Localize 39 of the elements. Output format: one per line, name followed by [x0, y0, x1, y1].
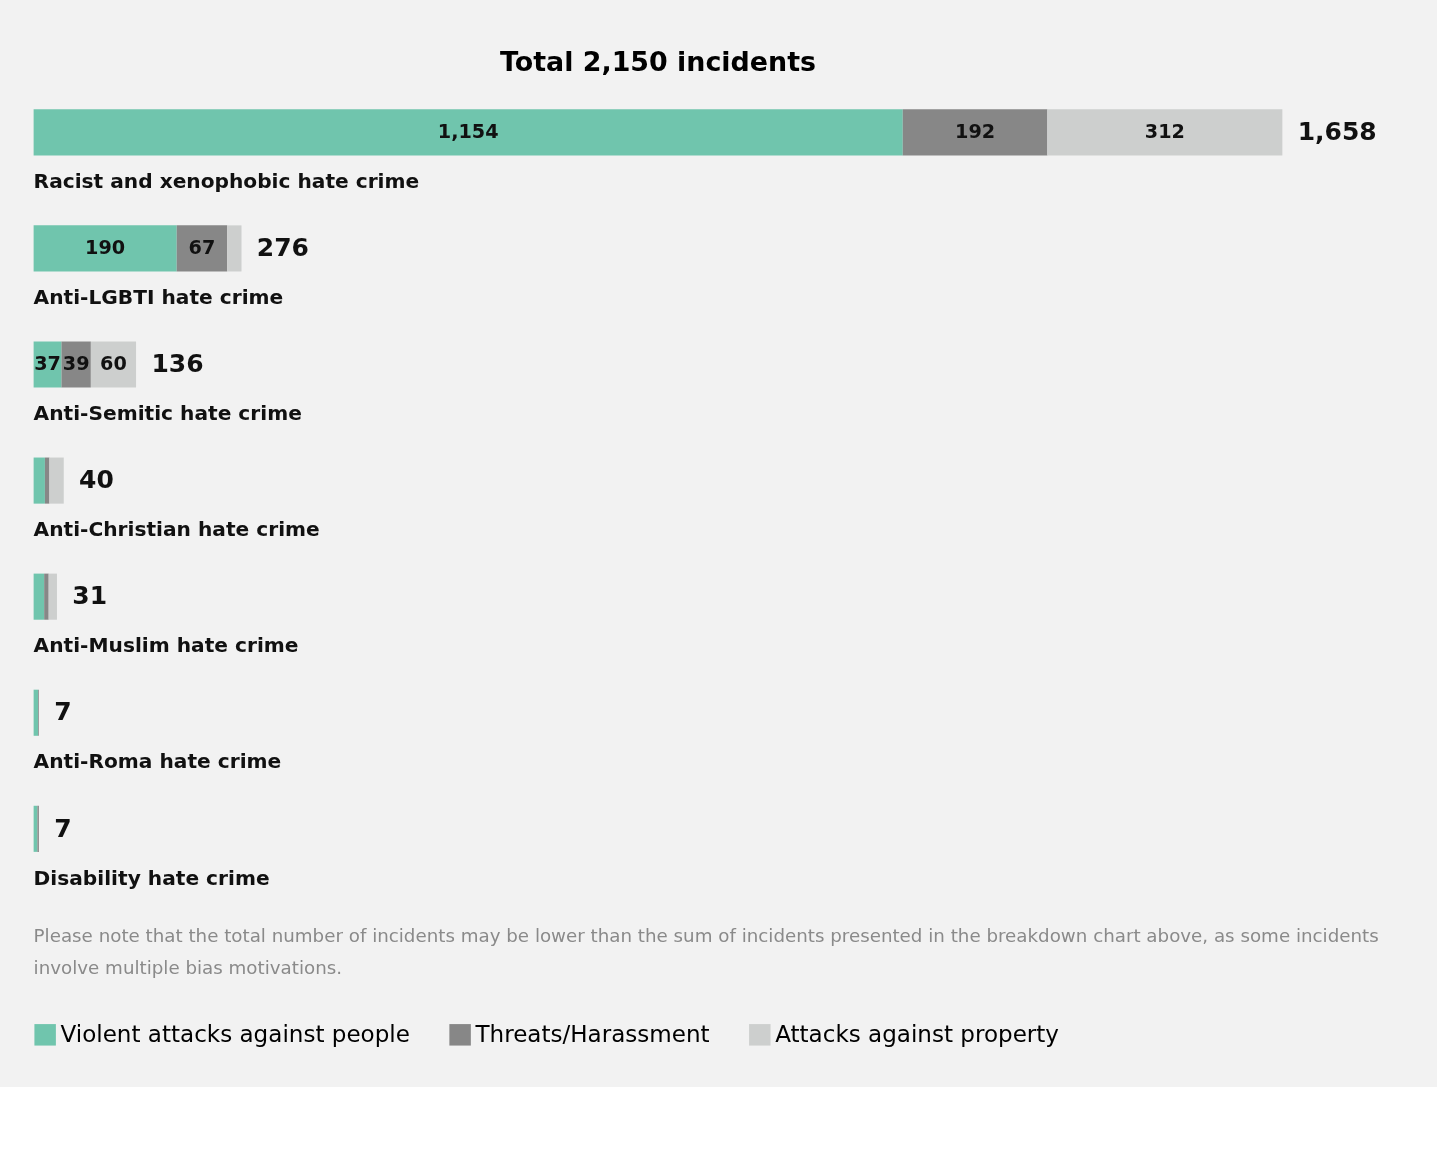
data-label: 37 [34, 352, 61, 376]
total-label: 136 [151, 349, 204, 379]
total-label: 276 [256, 233, 309, 263]
y-tick-label: Disability hate crime [33, 865, 270, 890]
bar [49, 457, 64, 504]
total-label: 7 [54, 813, 72, 843]
bar [33, 457, 45, 504]
bar [48, 573, 57, 620]
legend-label: Threats/Harassment [474, 1020, 710, 1047]
chart-title: Total 2,150 incidents [499, 46, 817, 78]
data-label: 39 [62, 352, 90, 376]
bar [227, 225, 242, 272]
total-label: 31 [72, 581, 108, 611]
data-label: 312 [1144, 120, 1185, 144]
data-label: 1,154 [437, 120, 499, 144]
bar [33, 225, 177, 272]
data-label: 192 [955, 120, 996, 144]
legend-label: Attacks against property [775, 1020, 1059, 1047]
bar [902, 109, 1048, 156]
legend-label: Violent attacks against people [60, 1020, 410, 1047]
bar [33, 689, 39, 736]
y-tick-label: Anti-Semitic hate crime [33, 401, 302, 426]
y-tick-label: Anti-Roma hate crime [33, 749, 282, 774]
y-tick-label: Racist and xenophobic hate crime [33, 169, 420, 194]
data-label: 60 [100, 352, 127, 376]
data-label: 67 [188, 236, 216, 260]
bar [176, 225, 228, 272]
bar [44, 573, 49, 620]
y-tick-label: Anti-Christian hate crime [33, 517, 320, 542]
total-label: 40 [79, 465, 114, 495]
y-tick-label: Anti-LGBTI hate crime [33, 285, 284, 310]
total-label: 1,658 [1297, 117, 1377, 147]
data-label: 190 [85, 236, 126, 260]
bar [33, 109, 903, 156]
bar [33, 573, 45, 620]
bar [1047, 109, 1283, 156]
total-label: 7 [54, 697, 72, 727]
annotation: Please note that the total number of incidents may be lower than the sum of incidents presented in the breakdown chart above, as some incidents involve multiple bias motivations. [33, 924, 1379, 979]
y-tick-label: Anti-Muslim hate crime [33, 633, 299, 658]
